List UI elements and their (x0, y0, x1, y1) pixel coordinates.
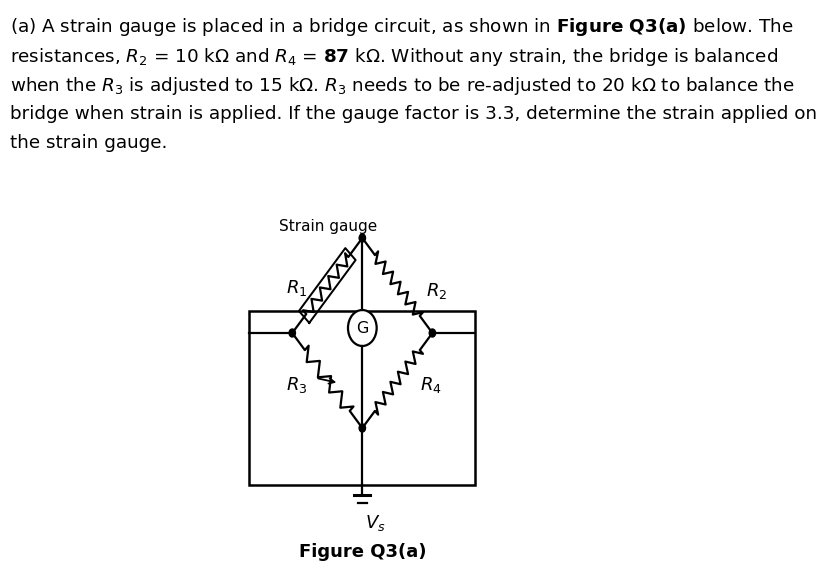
Circle shape (348, 310, 377, 346)
Text: when the $R_3$ is adjusted to 15 k$\Omega$. $R_3$ needs to be re-adjusted to 20 : when the $R_3$ is adjusted to 15 k$\Omeg… (10, 75, 795, 97)
Text: G: G (357, 320, 368, 336)
Circle shape (429, 329, 436, 337)
Text: $R_2$: $R_2$ (426, 281, 448, 301)
Text: (a) A strain gauge is placed in a bridge circuit, as shown in $\bf{Figure\ Q3(a): (a) A strain gauge is placed in a bridge… (10, 16, 793, 38)
Text: $\mathbf{\mathit{V_s}}$: $\mathbf{\mathit{V_s}}$ (365, 513, 385, 533)
Text: $R_1$: $R_1$ (286, 278, 308, 298)
Text: the strain gauge.: the strain gauge. (10, 134, 168, 152)
Text: Strain gauge: Strain gauge (279, 219, 377, 234)
Text: bridge when strain is applied. If the gauge factor is 3.3, determine the strain : bridge when strain is applied. If the ga… (10, 105, 817, 123)
Circle shape (359, 424, 366, 432)
Bar (249, 311, 475, 485)
Circle shape (359, 234, 366, 242)
Text: Figure Q3(a): Figure Q3(a) (299, 543, 426, 561)
Text: resistances, $R_2$ = 10 k$\Omega$ and $R_4$ = $\bf{87}$ k$\Omega$. Without any s: resistances, $R_2$ = 10 k$\Omega$ and $R… (10, 45, 778, 68)
Circle shape (289, 329, 296, 337)
Text: $R_3$: $R_3$ (286, 375, 308, 395)
Text: $R_4$: $R_4$ (420, 375, 442, 395)
